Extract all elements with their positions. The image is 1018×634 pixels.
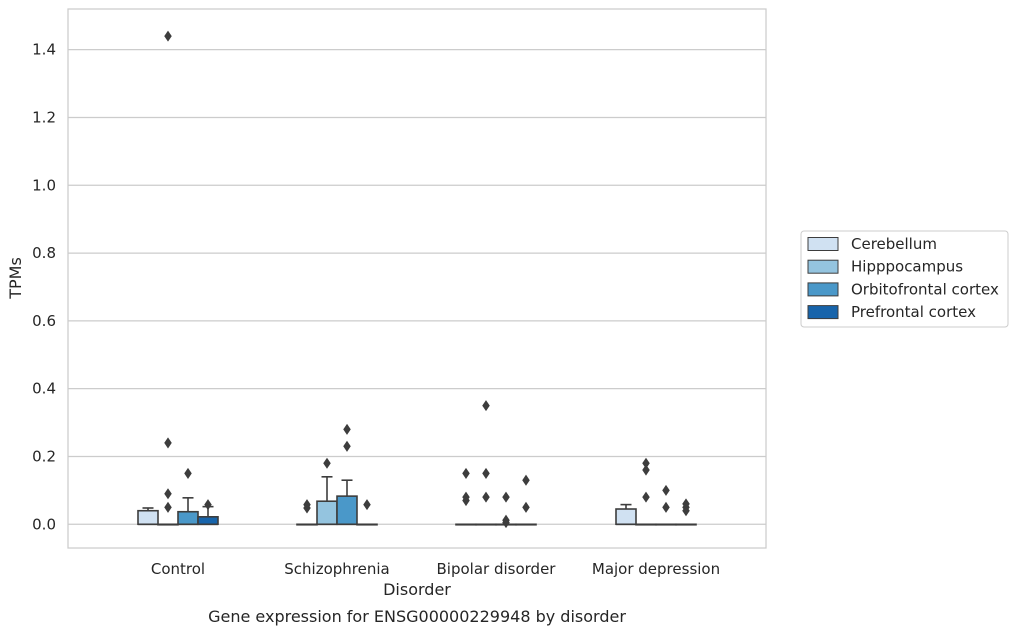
box-orbitofrontal-cortex (495, 491, 517, 529)
grid-lines (68, 49, 766, 525)
outlier-marker (642, 464, 650, 476)
x-axis-label: Disorder (383, 580, 451, 599)
outlier-marker (164, 30, 172, 42)
box-cerebellum (137, 507, 159, 526)
outlier-marker (482, 400, 490, 412)
legend-label: Cerebellum (851, 235, 937, 253)
outlier-marker (502, 491, 510, 503)
outlier-marker (184, 467, 192, 479)
box-prefrontal-cortex (356, 499, 378, 526)
box-body (137, 509, 159, 526)
outlier-marker (522, 474, 530, 486)
box-prefrontal-cortex (197, 499, 219, 526)
outlier-marker (662, 501, 670, 513)
legend: Cerebellum Hipppocampus Orbitofrontal cort… (800, 230, 1009, 328)
box-prefrontal-cortex (675, 498, 697, 526)
box-hipppocampus (316, 457, 338, 526)
box-hipppocampus (157, 30, 179, 526)
outlier-marker (662, 484, 670, 496)
outlier-marker (164, 437, 172, 449)
outlier-marker (363, 499, 371, 511)
outlier-marker (164, 488, 172, 500)
box-orbitofrontal-cortex (655, 484, 677, 526)
x-tick-label: Schizophrenia (284, 560, 389, 578)
legend-swatch (807, 305, 839, 320)
y-tick-label: 1.2 (32, 108, 56, 126)
outlier-marker (343, 423, 351, 435)
y-axis-label: TPMs (6, 257, 25, 300)
box-body (197, 516, 219, 526)
legend-swatch (807, 237, 839, 251)
y-tick-labels: 0.0 0.2 0.4 0.6 0.8 1.0 1.2 1.4 (32, 41, 56, 534)
outlier-marker (682, 498, 690, 510)
outlier-marker (164, 501, 172, 513)
y-tick-label: 0.6 (32, 312, 56, 330)
outlier-marker (323, 457, 331, 469)
x-tick-label: Bipolar disorder (437, 560, 557, 578)
box-body (615, 508, 637, 526)
outlier-marker (522, 501, 530, 513)
legend-swatch (807, 259, 839, 274)
box-hipppocampus (475, 400, 497, 526)
outlier-marker (482, 491, 490, 503)
y-tick-label: 0.2 (32, 447, 56, 465)
x-tick-label: Control (151, 560, 205, 578)
y-tick-label: 1.0 (32, 176, 56, 194)
box-layer (137, 30, 697, 529)
x-tick-labels: Control Schizophrenia Bipolar disorder Majo… (151, 560, 720, 578)
box-body (177, 510, 199, 526)
legend-frame (800, 230, 1009, 328)
box-orbitofrontal-cortex (177, 467, 199, 526)
box-prefrontal-cortex (515, 474, 537, 526)
legend-swatch (807, 282, 839, 297)
outlier-marker (303, 499, 311, 511)
chart-caption: Gene expression for ENSG00000229948 by d… (208, 607, 626, 626)
box-hipppocampus (635, 457, 657, 526)
box-orbitofrontal-cortex (336, 423, 358, 526)
outlier-marker (204, 499, 212, 511)
y-tick-label: 1.4 (32, 41, 56, 59)
box-body (336, 495, 358, 526)
outlier-marker (642, 491, 650, 503)
box-body (316, 500, 338, 526)
outlier-marker (343, 440, 351, 452)
legend-label: Hipppocampus (851, 258, 963, 276)
outlier-marker (462, 491, 470, 503)
outlier-marker (502, 514, 510, 526)
y-tick-label: 0.4 (32, 380, 56, 398)
outlier-marker (462, 467, 470, 479)
legend-label: Orbitofrontal cortex (851, 280, 999, 298)
outlier-marker (482, 467, 490, 479)
x-tick-label: Major depression (592, 560, 720, 578)
legend-label: Prefrontal cortex (851, 303, 976, 321)
y-tick-label: 0.8 (32, 244, 56, 262)
box-cerebellum (615, 503, 637, 526)
outlier-marker (642, 457, 650, 469)
y-tick-label: 0.0 (32, 515, 56, 533)
plot-frame (67, 8, 767, 549)
plot-area-background (68, 9, 766, 548)
